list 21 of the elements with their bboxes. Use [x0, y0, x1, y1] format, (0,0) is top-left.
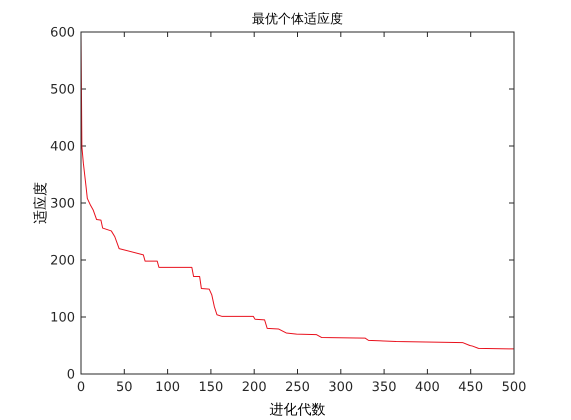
y-tick-label: 0 [66, 368, 75, 382]
y-tick-label: 300 [50, 196, 75, 212]
x-tick-label: 400 [414, 380, 440, 395]
x-tick-label: 0 [76, 380, 86, 395]
chart-title: 最优个体适应度 [252, 11, 343, 27]
y-tick-label: 500 [50, 82, 75, 98]
x-tick-label: 500 [502, 380, 526, 395]
x-axis-title: 进化代数 [270, 402, 326, 418]
x-tick-label: 100 [155, 380, 180, 395]
x-tick-label: 350 [372, 380, 397, 395]
x-tick-label: 300 [328, 380, 354, 395]
x-tick-label: 50 [116, 380, 133, 395]
y-tick-label: 400 [50, 140, 75, 154]
x-tick-label: 450 [458, 380, 484, 395]
y-tick-label: 600 [50, 26, 75, 40]
y-axis-title: 适应度 [33, 182, 49, 224]
y-tick-label: 100 [50, 310, 75, 326]
x-tick-label: 150 [198, 380, 224, 395]
x-tick-label: 250 [285, 380, 310, 395]
x-tick-label: 200 [242, 380, 267, 395]
y-tick-label: 200 [50, 254, 75, 268]
